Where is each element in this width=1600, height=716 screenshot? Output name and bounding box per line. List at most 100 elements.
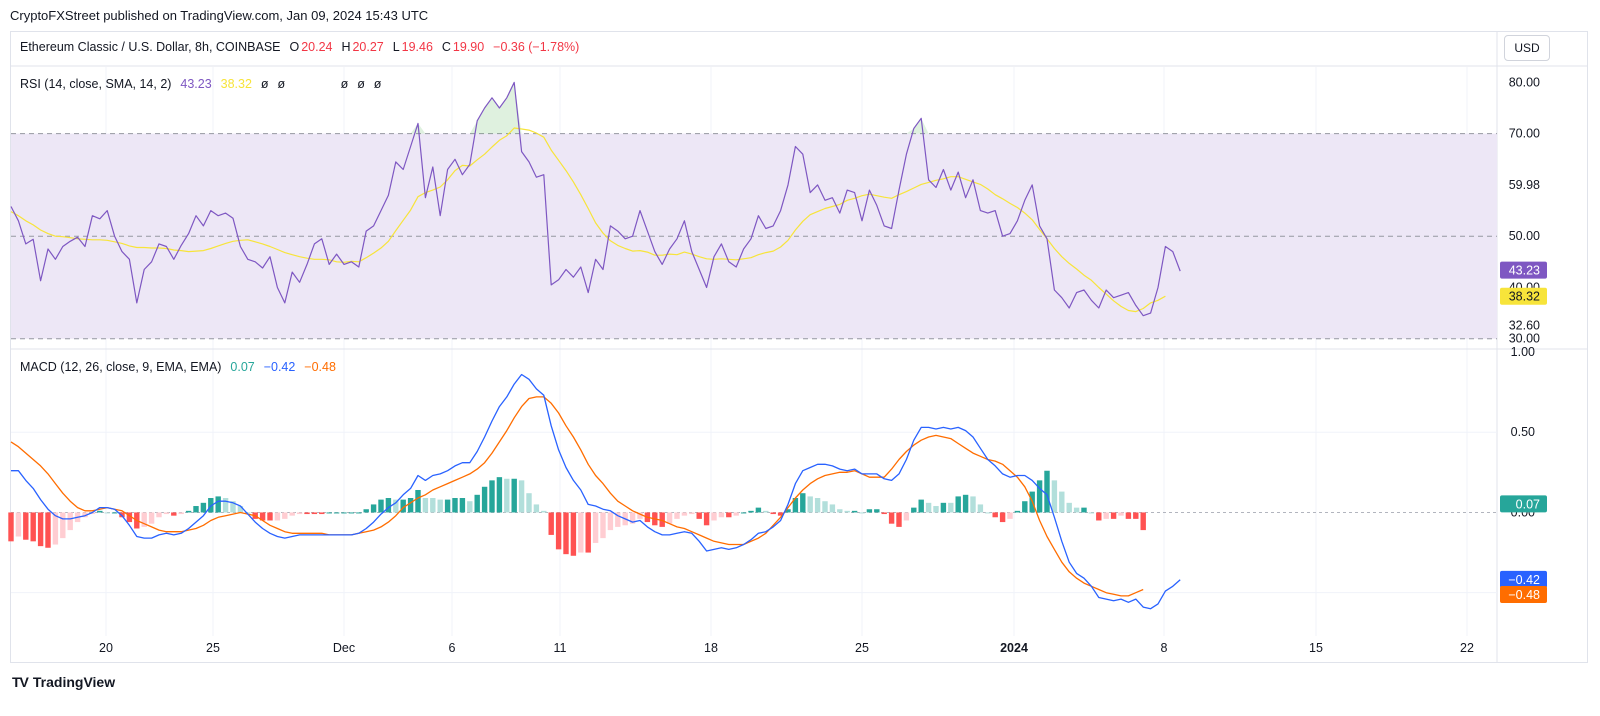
macd-histogram-bar	[681, 512, 688, 516]
macd-last-value-tag-bg	[1500, 570, 1547, 588]
macd-histogram-bar	[282, 512, 288, 519]
macd-histogram-bar	[1051, 480, 1058, 513]
macd-histogram-bar	[437, 499, 443, 513]
rsi-ma-last-value-tag: 38.32	[1509, 290, 1540, 304]
macd-histogram-bar	[1059, 491, 1065, 513]
macd-histogram-bar	[829, 504, 836, 513]
macd-histogram-bar	[45, 512, 51, 548]
macd-histogram-bar	[8, 512, 14, 542]
macd-histogram-bar	[1125, 512, 1132, 519]
chart-frame	[10, 31, 1588, 663]
signal-legend-value: −0.48	[304, 360, 336, 374]
macd-histogram-bar	[578, 512, 584, 553]
macd-histogram-bar	[763, 510, 769, 513]
macd-histogram-bar	[911, 507, 917, 513]
x-tick-label: Dec	[333, 641, 355, 655]
hist-last-value-tag: 0.07	[1516, 497, 1540, 511]
macd-histogram-bar	[807, 496, 813, 513]
macd-histogram-bar	[903, 512, 910, 521]
macd-histogram-bar	[526, 493, 532, 513]
macd-histogram-bar	[999, 512, 1006, 523]
x-tick-label: 11	[554, 641, 567, 655]
macd-histogram-bar	[896, 512, 902, 527]
macd-histogram-bar	[977, 504, 984, 513]
macd-histogram-bar	[23, 512, 29, 540]
macd-histogram-bar	[785, 509, 791, 513]
rsi-legend-value: 43.23	[180, 77, 212, 91]
macd-histogram-bar	[407, 498, 414, 513]
macd-histogram-bar	[111, 512, 118, 514]
macd-histogram-bar	[82, 512, 88, 518]
macd-histogram-bar	[489, 480, 495, 513]
x-tick-label: 18	[704, 641, 718, 655]
macd-histogram-bar	[311, 512, 318, 515]
macd-histogram-bar	[481, 486, 488, 513]
macd-histogram-bar	[289, 512, 295, 516]
x-tick-label: 8	[1161, 641, 1168, 655]
macd-histogram-bar	[689, 512, 695, 515]
macd-line	[11, 373, 1181, 610]
macd-histogram-bar	[563, 512, 569, 555]
footer-brand[interactable]: TV TradingView	[12, 674, 115, 690]
macd-histogram-bar	[267, 512, 273, 521]
macd-histogram-bar	[755, 507, 762, 513]
currency-button[interactable]: USD	[1504, 35, 1550, 61]
macd-histogram-bar	[163, 512, 170, 515]
macd-histogram-bar	[548, 512, 554, 535]
macd-histogram-bar	[992, 512, 998, 518]
macd-histogram-bar	[333, 512, 340, 514]
macd-histogram-bar	[814, 498, 821, 513]
macd-histogram-bar	[703, 512, 710, 526]
macd-histogram-bar	[933, 506, 939, 513]
macd-histogram-bar	[222, 498, 229, 513]
x-tick-label: 15	[1309, 641, 1323, 655]
macd-histogram-bar	[518, 480, 525, 513]
rsi-line	[10, 81, 1181, 317]
macd-histogram-bar	[452, 498, 458, 513]
macd-histogram-bar	[1022, 501, 1028, 513]
macd-histogram-bar	[600, 512, 606, 539]
macd-histogram-bar	[740, 512, 747, 514]
macd-histogram-bar	[237, 506, 244, 513]
macd-legend-value: −0.42	[263, 360, 296, 374]
macd-histogram-bar	[504, 478, 510, 513]
macd-y-tick-label: 0.50	[1511, 425, 1535, 439]
rsi-pane	[10, 81, 1497, 340]
macd-histogram-bar	[970, 496, 976, 513]
macd-histogram-bar	[1118, 512, 1124, 516]
macd-histogram-bar	[629, 512, 636, 524]
rsi-overbought-fill	[410, 82, 929, 134]
macd-histogram-bar	[511, 478, 517, 513]
macd-histogram-bar	[1066, 502, 1072, 513]
macd-histogram-bar	[215, 496, 221, 513]
macd-histogram-bar	[1044, 470, 1050, 513]
macd-pane	[8, 373, 1497, 610]
macd-histogram-bar	[148, 512, 155, 524]
na-value: ø	[260, 77, 269, 91]
macd-histogram-bar	[925, 502, 932, 513]
macd-histogram-bar	[659, 512, 665, 527]
na-value: ø	[373, 77, 382, 91]
macd-histogram-bar	[777, 512, 784, 516]
macd-histogram-bar	[171, 512, 177, 516]
macd-last-value-tag: −0.42	[1508, 573, 1540, 587]
axes: 20 25 Dec 6 11 18 25 2024 8 15 22 80.00 70.00 59.98 50…	[99, 75, 1540, 655]
macd-histogram-bar	[1073, 507, 1080, 513]
macd-histogram-bar	[711, 512, 717, 521]
rsi-y-tick-label: 30.00	[1509, 332, 1540, 346]
macd-histogram-bar	[1096, 512, 1102, 521]
high-value: 20.27	[352, 40, 384, 54]
macd-histogram-bar	[792, 498, 799, 513]
macd-histogram-bar	[985, 512, 991, 514]
macd-histogram-bar	[422, 498, 429, 513]
hist-last-value-tag-bg	[1500, 495, 1547, 513]
symbol-legend: Ethereum Classic / U.S. Dollar, 8h, COIN…	[20, 40, 581, 54]
rsi-ma-last-value-tag-bg	[1500, 287, 1547, 305]
macd-histogram-bar	[637, 512, 643, 519]
rsi-y-tick-label: 32.60	[1509, 318, 1540, 332]
open-label: O	[289, 40, 300, 54]
macd-histogram-bar	[474, 494, 480, 513]
macd-histogram-bar	[955, 496, 961, 513]
macd-histogram-bar	[555, 512, 562, 550]
